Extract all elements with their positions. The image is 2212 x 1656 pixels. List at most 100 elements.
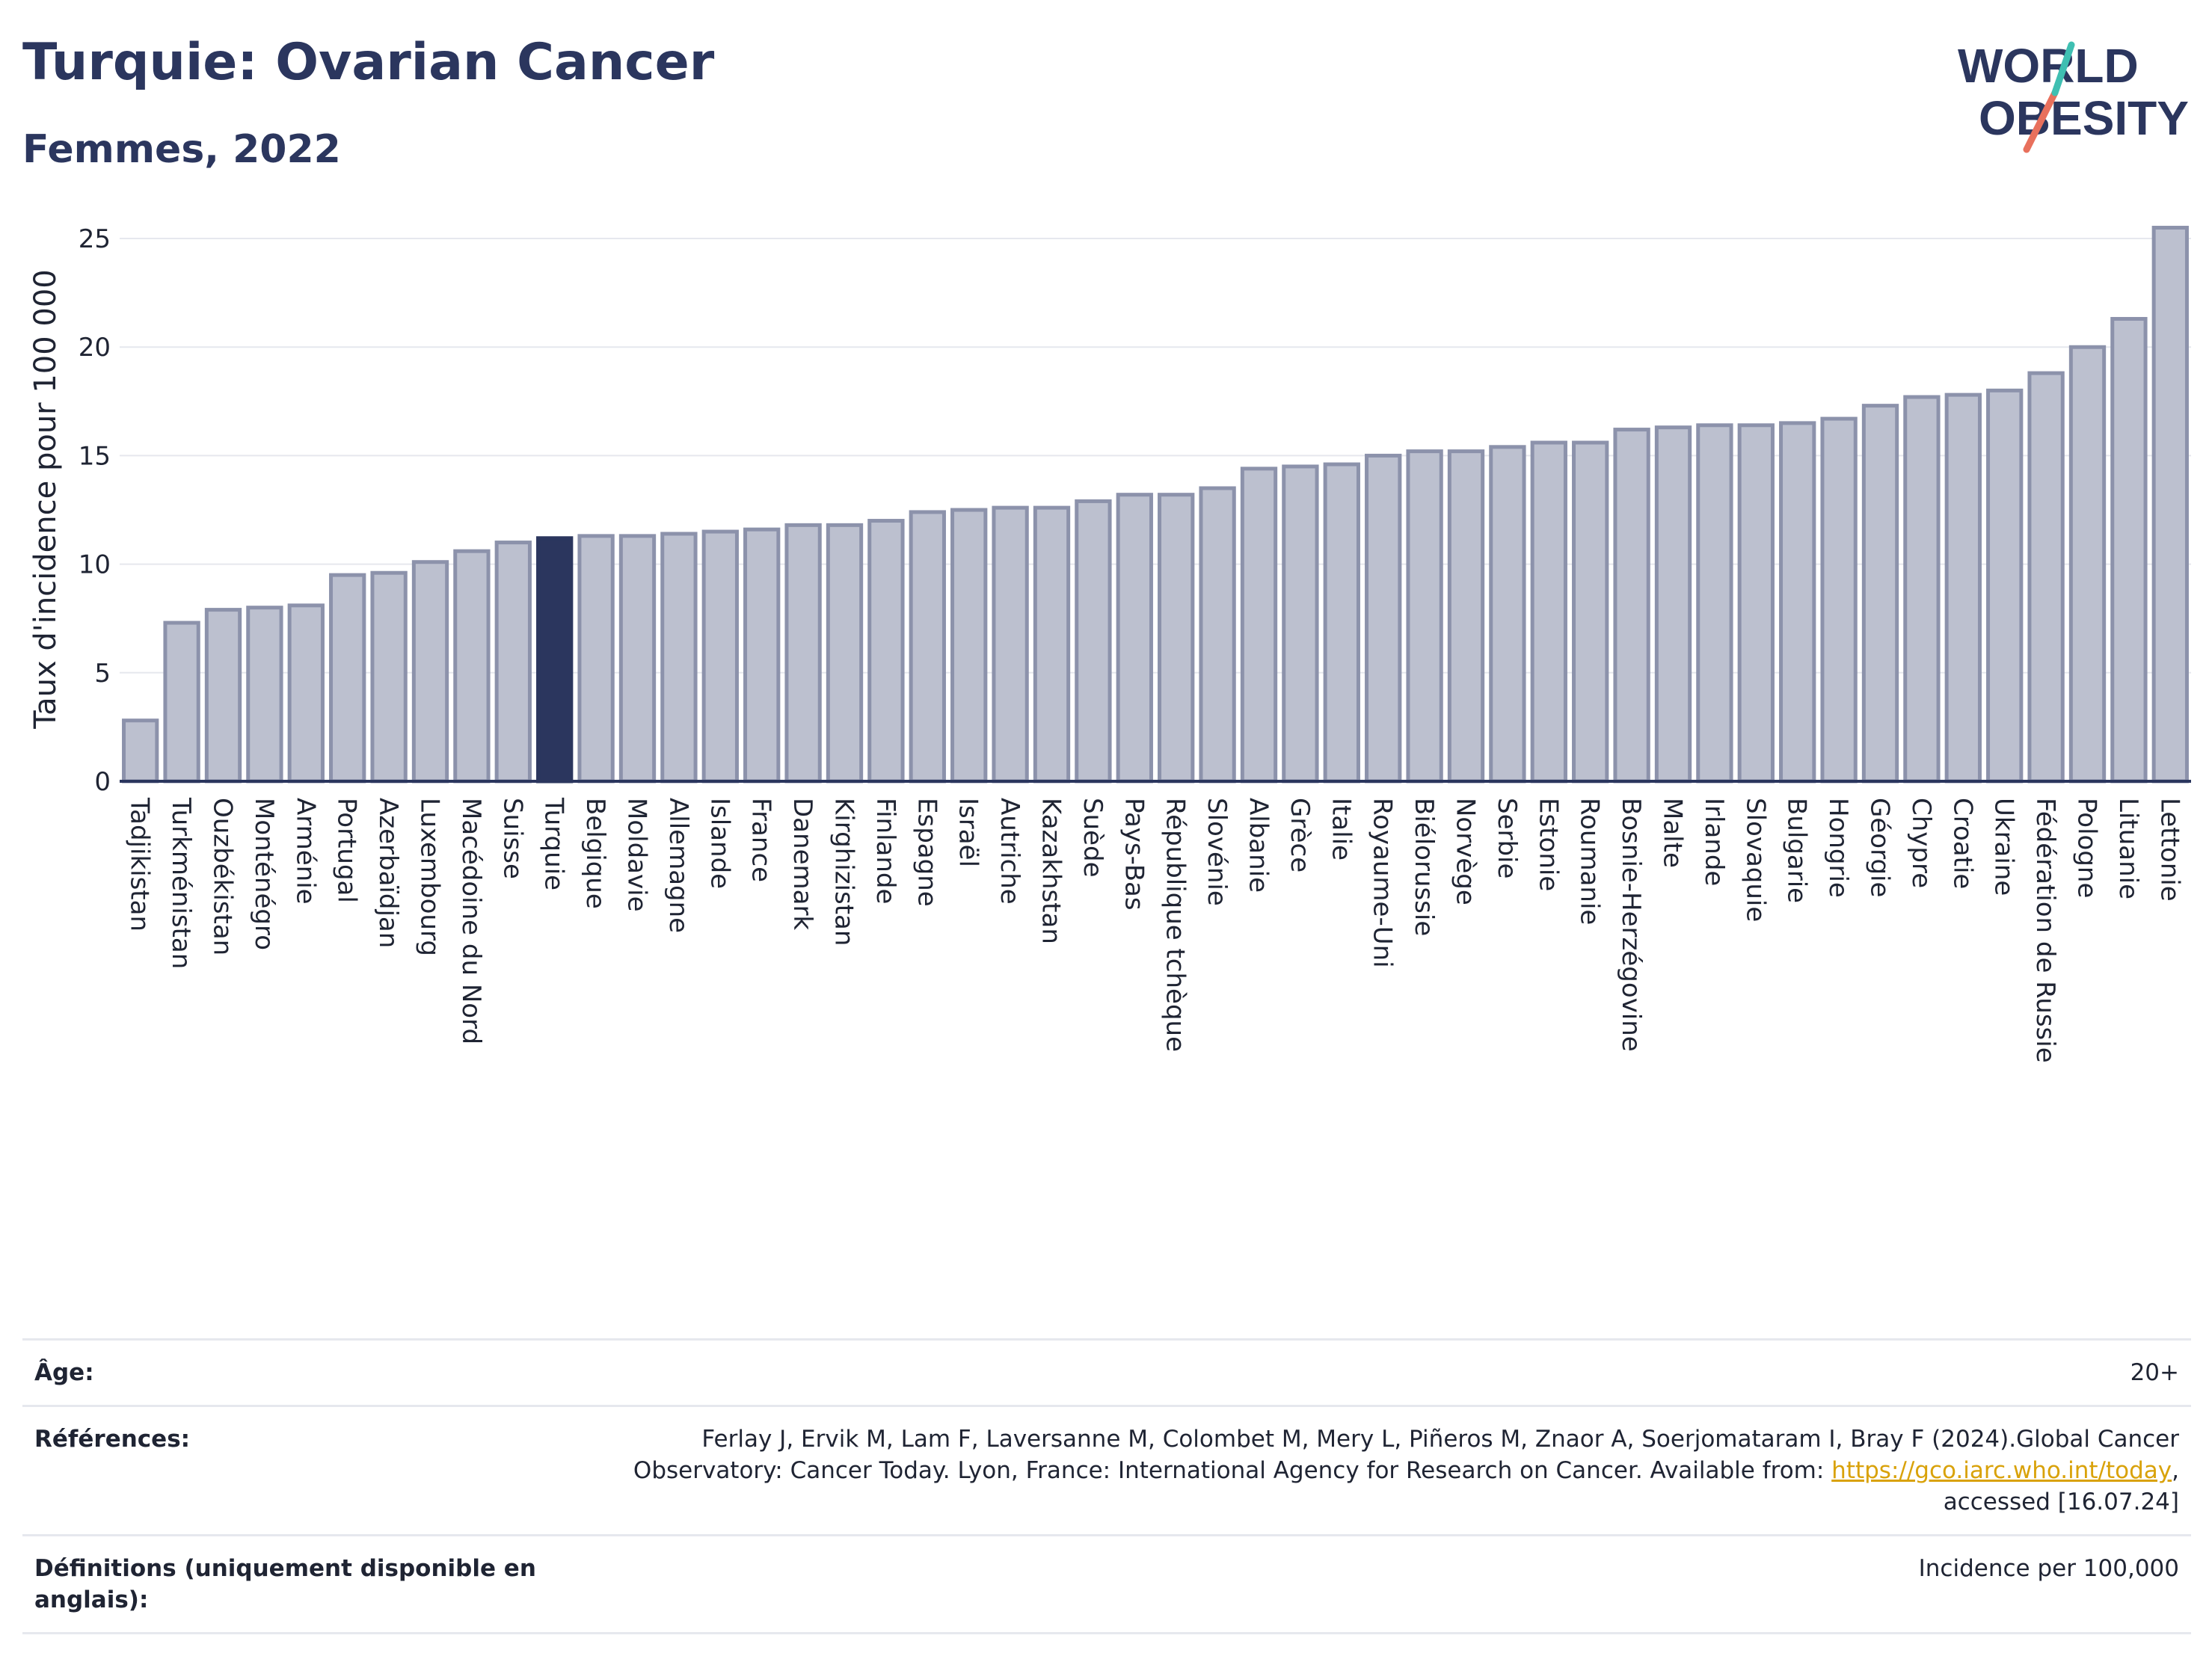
- x-tick-label: Pologne: [2072, 798, 2102, 898]
- bar: [1323, 462, 1360, 784]
- x-tick-label: Irlande: [1699, 798, 1729, 886]
- references-value: Ferlay J, Ervik M, Lam F, Laversanne M, …: [609, 1423, 2179, 1518]
- x-tick-label: Islande: [704, 798, 734, 889]
- bar: [163, 621, 200, 784]
- references-tail: , accessed [16.07.24]: [1943, 1457, 2179, 1515]
- x-tick-label: Tadjikistan: [125, 797, 155, 932]
- bar: [204, 608, 242, 784]
- bar: [122, 718, 159, 784]
- definitions-value: Incidence per 100,000: [1918, 1555, 2179, 1582]
- chart-subtitle: Femmes, 2022: [22, 127, 341, 172]
- x-tick-label: Finlande: [870, 798, 900, 904]
- x-tick-label: Slovaquie: [1740, 798, 1770, 922]
- bar: [370, 570, 408, 784]
- bar: [2110, 316, 2148, 784]
- bar: [246, 606, 283, 784]
- x-tick-label: Espagne: [912, 798, 941, 907]
- x-tick-label: Bulgarie: [1782, 798, 1812, 903]
- bar: [1158, 493, 1195, 784]
- bar: [909, 510, 946, 784]
- x-tick-label: Pays-Bas: [1119, 798, 1149, 911]
- bar: [992, 505, 1029, 784]
- y-tick-label: 10: [79, 550, 111, 580]
- x-tick-label: Norvège: [1451, 798, 1481, 905]
- bar: [743, 527, 781, 784]
- x-tick-label: Bosnie-Herzégovine: [1616, 798, 1646, 1052]
- bar: [1033, 505, 1071, 784]
- x-tick-label: Lettonie: [2154, 798, 2184, 902]
- x-tick-label: Serbie: [1492, 798, 1522, 878]
- x-tick-label: Fédération de Russie: [2030, 798, 2060, 1063]
- y-tick-label: 0: [94, 767, 111, 797]
- x-tick-label: Roumanie: [1575, 798, 1605, 925]
- footer-table: Âge: 20+ Références: Ferlay J, Ervik M, …: [22, 1338, 2191, 1634]
- x-tick-label: Belgique: [580, 798, 610, 909]
- bar: [453, 549, 491, 784]
- bar: [1199, 486, 1236, 784]
- age-value: 20+: [2130, 1359, 2179, 1386]
- x-tick-label: Arménie: [290, 798, 320, 905]
- x-tick-label: Autriche: [995, 798, 1024, 905]
- x-tick-label: Royaume-Uni: [1368, 798, 1398, 968]
- x-tick-label: Danemark: [787, 798, 817, 930]
- bar: [1116, 493, 1153, 784]
- x-tick-label: Suisse: [497, 798, 527, 879]
- bar: [577, 534, 615, 784]
- references-label: Références:: [34, 1426, 191, 1453]
- x-tick-label: Grèce: [1285, 798, 1315, 872]
- x-tick-label: Monténégro: [249, 798, 279, 950]
- x-tick-label: France: [746, 798, 776, 882]
- x-tick-label: Macédoine du Nord: [456, 798, 486, 1044]
- x-tick-label: Malte: [1658, 798, 1688, 868]
- references-row: Références: Ferlay J, Ervik M, Lam F, La…: [22, 1405, 2191, 1534]
- bar-highlighted: [536, 536, 574, 784]
- definitions-label: Définitions (uniquement disponible en an…: [34, 1555, 536, 1613]
- bar: [1282, 464, 1319, 784]
- x-tick-label: Suède: [1078, 798, 1107, 878]
- x-tick-label: Estonie: [1533, 798, 1563, 891]
- bar: [867, 519, 905, 784]
- x-tick-label: Turquie: [539, 797, 569, 890]
- age-label: Âge:: [34, 1359, 94, 1386]
- bar: [1447, 449, 1485, 784]
- x-tick-label: Allemagne: [663, 798, 693, 933]
- age-row: Âge: 20+: [22, 1338, 2191, 1405]
- x-tick-label: Azerbaïdjan: [373, 798, 403, 948]
- x-tick-label: Italie: [1326, 798, 1356, 861]
- x-tick-label: Croatie: [1947, 798, 1977, 889]
- bar: [660, 532, 698, 784]
- bar: [287, 603, 325, 784]
- logo-line1: WORLD: [1958, 39, 2139, 93]
- bar: [1572, 440, 1609, 784]
- x-tick-label: Ukraine: [1989, 798, 2019, 896]
- y-tick-label: 25: [79, 224, 111, 254]
- x-tick-label: Kirghizistan: [829, 798, 859, 946]
- bar: [1779, 421, 1816, 784]
- x-tick-label: Portugal: [332, 798, 362, 903]
- bar: [1654, 425, 1692, 784]
- bar: [1861, 404, 1899, 784]
- bar: [1737, 423, 1775, 784]
- bar: [826, 523, 864, 784]
- definitions-row: Définitions (uniquement disponible en an…: [22, 1534, 2191, 1634]
- bar: [1489, 445, 1526, 784]
- references-link[interactable]: https://gco.iarc.who.int/today: [1831, 1457, 2172, 1484]
- bar: [1903, 395, 1941, 784]
- x-tick-label: Lituanie: [2113, 798, 2143, 899]
- x-tick-label: Biélorussie: [1409, 798, 1439, 936]
- bar: [2027, 371, 2065, 784]
- bar-chart: 0 5 10 15 20 25 Taux d'incidence pour 100 000 T…: [28, 224, 2191, 1063]
- bar: [329, 573, 366, 784]
- bar: [1406, 449, 1443, 784]
- bar: [784, 523, 822, 784]
- bar: [411, 560, 449, 784]
- bar: [950, 508, 988, 784]
- bar: [1944, 393, 1982, 784]
- x-tick-label: Albanie: [1244, 798, 1274, 893]
- x-tick-label: Slovénie: [1202, 798, 1232, 906]
- bar: [2151, 226, 2189, 784]
- bar: [1986, 388, 2024, 784]
- x-tick-label: Chypre: [1906, 798, 1936, 888]
- logo-line2: OBESITY: [1979, 91, 2189, 145]
- y-axis-label: Taux d'incidence pour 100 000: [28, 269, 63, 729]
